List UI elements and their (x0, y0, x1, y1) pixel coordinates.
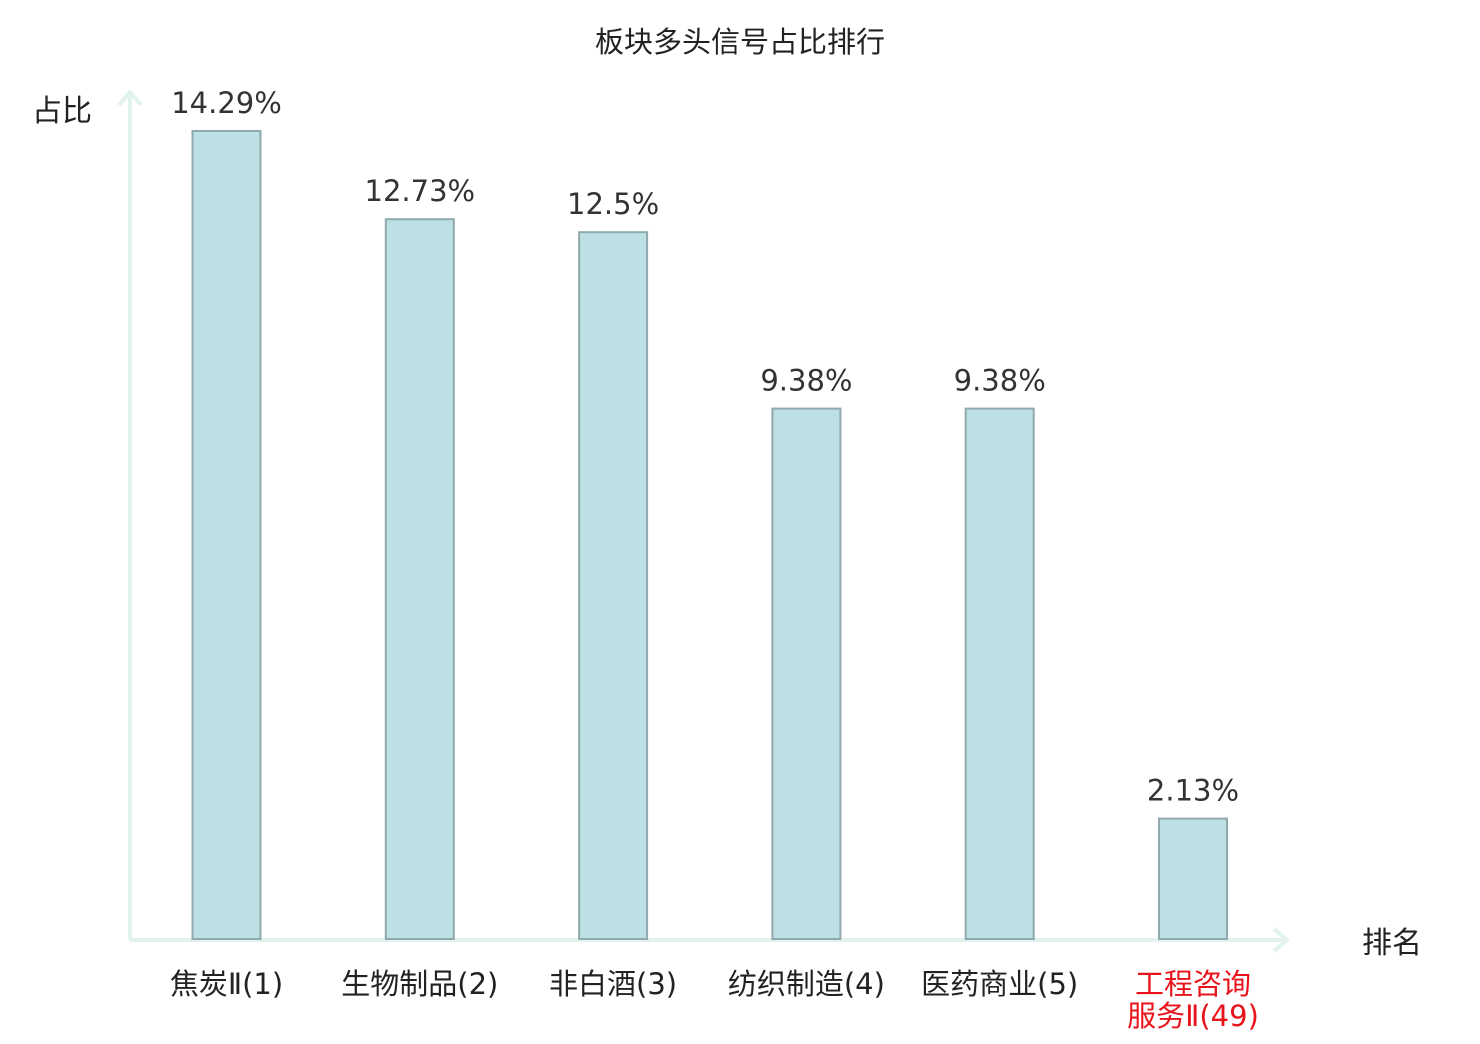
x-tick-label: 焦炭Ⅱ(1) (170, 967, 283, 1001)
bar (578, 231, 649, 940)
bar (191, 130, 262, 940)
x-tick-label: 非白酒(3) (549, 967, 677, 1001)
bar-value-label: 14.29% (171, 86, 282, 120)
bar-value-label: 9.38% (760, 364, 852, 398)
x-tick-label: 工程咨询 (1135, 967, 1251, 1001)
bar-value-label: 2.13% (1147, 774, 1239, 808)
y-axis-arrow (117, 90, 143, 107)
bar (384, 218, 455, 940)
axes (117, 90, 1289, 953)
y-axis-label: 占比 (32, 94, 92, 129)
bar-value-label: 12.73% (365, 174, 476, 208)
x-tick-label: 服务Ⅱ(49) (1127, 999, 1259, 1033)
bars-group (191, 130, 1228, 941)
bar-value-label: 9.38% (954, 364, 1046, 398)
category-labels-group: 焦炭Ⅱ(1) 生物制品(2) 非白酒(3) 纺织制造(4) 医药商业(5) 工程咨询服务Ⅱ… (170, 967, 1259, 1033)
value-labels-group: 14.29% 12.73% 12.5% 9.38% 9.38% 2.13% (171, 86, 1239, 808)
x-tick-label: 纺织制造(4) (728, 967, 885, 1001)
x-tick-label: 医药商业(5) (921, 967, 1078, 1001)
bar (771, 407, 842, 941)
bar (964, 407, 1035, 941)
bar-value-label: 12.5% (567, 187, 659, 221)
x-axis-label: 排名 (1362, 926, 1422, 961)
x-tick-label: 生物制品(2) (341, 967, 498, 1001)
chart-title: 板块多头信号占比排行 (595, 25, 885, 59)
bar (1158, 817, 1228, 940)
x-axis-arrow (1272, 927, 1289, 953)
